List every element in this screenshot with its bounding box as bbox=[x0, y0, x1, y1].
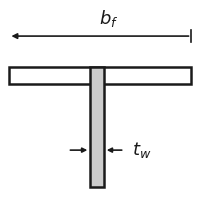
Text: $t_w$: $t_w$ bbox=[132, 140, 152, 160]
Bar bbox=[90, 67, 104, 188]
Text: $b_f$: $b_f$ bbox=[99, 8, 119, 29]
Bar bbox=[9, 67, 191, 84]
